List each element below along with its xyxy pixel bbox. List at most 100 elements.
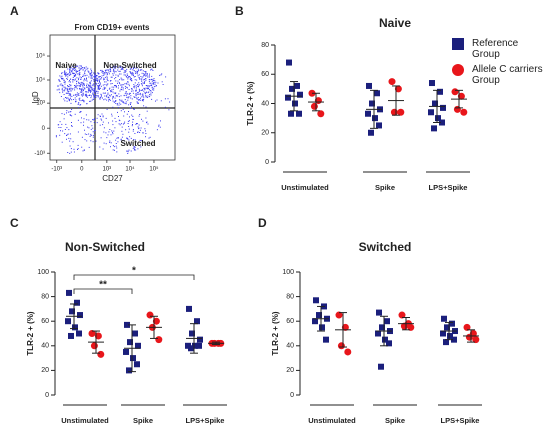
event-dot	[100, 85, 102, 87]
event-dot	[66, 110, 68, 112]
event-dot	[148, 76, 150, 78]
event-dot	[77, 149, 78, 150]
event-dot	[91, 125, 93, 127]
data-point	[447, 332, 453, 339]
data-point	[123, 348, 129, 355]
event-dot	[127, 77, 129, 78]
event-dot	[151, 92, 153, 94]
event-dot	[71, 109, 73, 110]
event-dot	[106, 72, 108, 74]
data-point	[444, 324, 450, 331]
event-dot	[115, 85, 117, 87]
event-dot	[118, 123, 120, 125]
event-dot	[90, 70, 92, 72]
data-point	[372, 115, 378, 122]
data-point	[188, 345, 194, 352]
data-point	[341, 323, 349, 331]
x-tick-label: 10⁵	[149, 166, 159, 173]
event-dot	[150, 92, 152, 94]
event-dot	[95, 79, 97, 81]
event-dot	[138, 128, 140, 130]
event-dot	[91, 76, 93, 78]
event-dot	[132, 90, 134, 92]
event-dot	[88, 119, 90, 121]
event-dot	[94, 74, 95, 76]
event-dot	[82, 69, 84, 71]
event-dot	[68, 86, 70, 87]
x-tick-label: Unstimulated	[308, 416, 356, 425]
event-dot	[71, 122, 72, 123]
event-dot	[61, 75, 63, 77]
event-dot	[129, 93, 131, 94]
event-dot	[69, 114, 71, 116]
event-dot	[110, 134, 112, 136]
event-dot	[164, 98, 166, 100]
event-dot	[61, 73, 63, 75]
event-dot	[94, 77, 96, 79]
event-dot	[66, 97, 67, 99]
event-dot	[118, 104, 120, 106]
event-dot	[70, 151, 72, 153]
event-dot	[147, 76, 149, 78]
event-dot	[127, 120, 129, 122]
event-dot	[78, 67, 80, 69]
event-dot	[142, 70, 144, 72]
event-dot	[159, 126, 161, 128]
event-dot	[72, 141, 74, 143]
event-dot	[74, 94, 76, 96]
event-dot	[73, 72, 75, 74]
event-dot	[132, 147, 134, 149]
event-dot	[108, 71, 110, 73]
data-point	[134, 361, 140, 368]
event-dot	[157, 82, 159, 84]
event-dot	[131, 88, 133, 90]
event-dot	[137, 93, 139, 95]
event-dot	[126, 137, 128, 139]
event-dot	[136, 123, 138, 125]
event-dot	[85, 91, 87, 93]
event-dot	[111, 83, 113, 84]
event-dot	[110, 90, 112, 91]
event-dot	[97, 76, 99, 78]
event-dot	[82, 86, 84, 88]
event-dot	[139, 78, 141, 80]
event-dot	[112, 67, 114, 69]
data-point	[194, 318, 200, 325]
event-dot	[68, 99, 70, 101]
event-dot	[82, 93, 84, 95]
event-dot	[95, 76, 97, 78]
event-dot	[60, 83, 62, 85]
event-dot	[68, 94, 70, 96]
event-dot	[100, 137, 102, 139]
event-dot	[144, 92, 146, 94]
event-dot	[62, 130, 64, 132]
event-dot	[70, 87, 72, 89]
event-dot	[106, 74, 108, 75]
event-dot	[86, 80, 88, 82]
event-dot	[120, 77, 122, 79]
event-dot	[97, 91, 99, 93]
data-point	[77, 312, 83, 319]
event-dot	[113, 69, 115, 70]
event-dot	[113, 92, 115, 94]
event-dot	[127, 97, 129, 99]
event-dot	[124, 71, 126, 73]
event-dot	[135, 149, 137, 151]
event-dot	[114, 70, 116, 72]
event-dot	[95, 93, 97, 94]
event-dot	[94, 78, 96, 80]
event-dot	[110, 76, 112, 78]
event-dot	[96, 75, 98, 76]
event-dot	[140, 83, 142, 85]
event-dot	[115, 74, 117, 76]
event-dot	[114, 149, 115, 151]
event-dot	[150, 69, 152, 71]
event-dot	[124, 99, 126, 101]
event-dot	[71, 89, 73, 91]
event-dot	[138, 124, 140, 126]
data-point	[440, 330, 446, 337]
event-dot	[140, 127, 142, 129]
event-dot	[86, 140, 88, 142]
panel-letter: C	[10, 216, 19, 230]
event-dot	[133, 70, 135, 71]
